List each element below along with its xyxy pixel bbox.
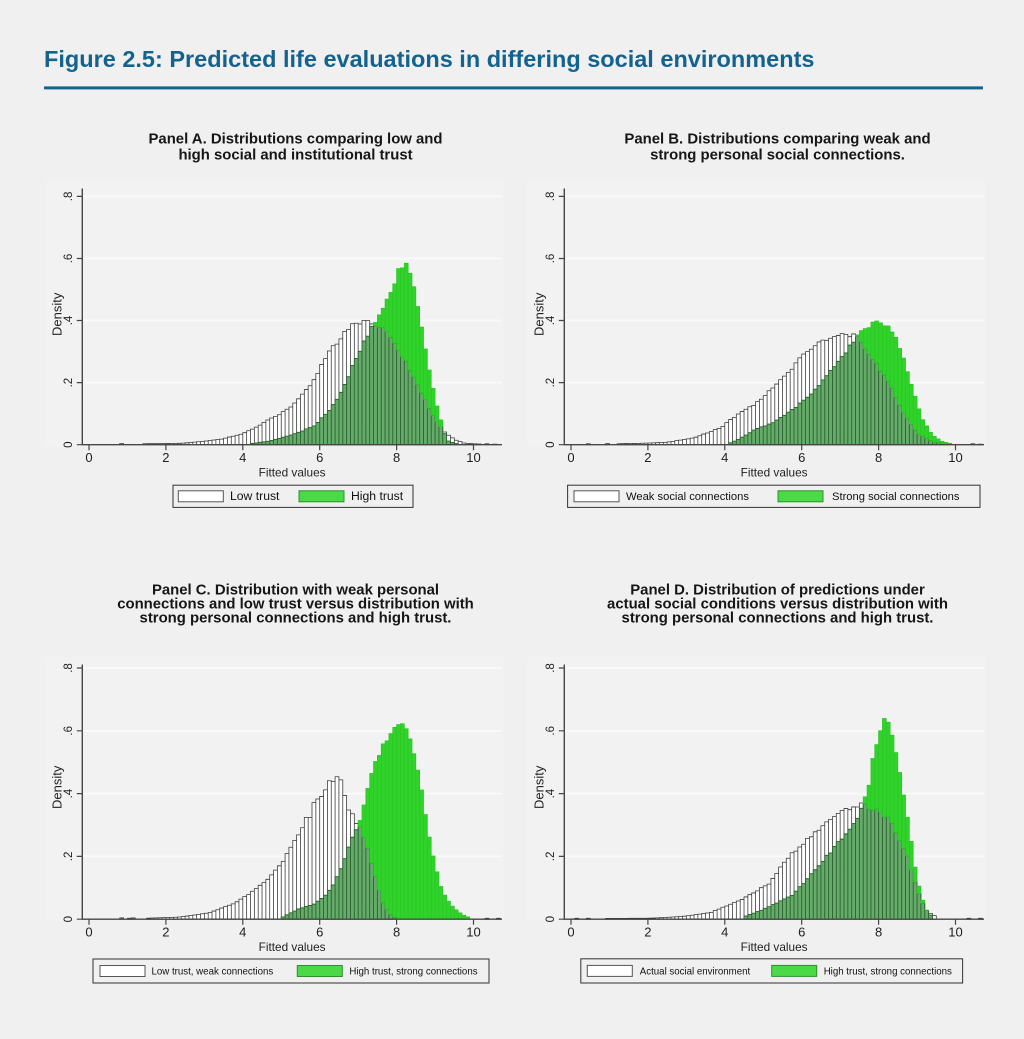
svg-text:high social and institutional: high social and institutional trust [178, 148, 412, 164]
svg-text:.6: .6 [545, 254, 557, 264]
svg-text:0: 0 [567, 925, 574, 940]
svg-text:8: 8 [875, 925, 882, 940]
svg-text:actual social conditions versu: actual social conditions versus distribu… [607, 597, 948, 613]
svg-text:Panel C. Distribution with wea: Panel C. Distribution with weak personal [152, 583, 439, 599]
svg-text:Panel B. Distributions compari: Panel B. Distributions comparing weak an… [624, 132, 930, 148]
svg-text:Panel D. Distribution of predi: Panel D. Distribution of predictions und… [630, 583, 925, 599]
svg-text:0: 0 [63, 441, 75, 447]
svg-text:6: 6 [798, 925, 805, 940]
svg-text:Density: Density [49, 765, 64, 809]
svg-text:0: 0 [567, 450, 574, 465]
svg-text:strong personal connections an: strong personal connections and high tru… [140, 611, 452, 627]
svg-text:Actual social environment: Actual social environment [640, 967, 751, 978]
svg-text:4: 4 [239, 925, 246, 940]
svg-text:2: 2 [644, 925, 651, 940]
svg-text:.2: .2 [63, 378, 75, 388]
svg-text:2: 2 [162, 450, 169, 465]
svg-text:0: 0 [85, 450, 92, 465]
svg-text:connections and low trust vers: connections and low trust versus distrib… [117, 597, 474, 613]
svg-text:Figure 2.5: Predicted life eva: Figure 2.5: Predicted life evaluations i… [44, 46, 814, 72]
svg-text:.8: .8 [63, 663, 75, 673]
svg-text:.2: .2 [545, 852, 557, 862]
svg-text:8: 8 [393, 450, 400, 465]
svg-text:.8: .8 [545, 663, 557, 673]
svg-text:0: 0 [63, 916, 75, 922]
svg-text:4: 4 [239, 450, 246, 465]
svg-text:Density: Density [49, 292, 64, 336]
svg-text:Low trust: Low trust [230, 489, 280, 503]
svg-text:High trust, strong connections: High trust, strong connections [349, 967, 477, 978]
svg-text:10: 10 [466, 450, 480, 465]
svg-text:.4: .4 [545, 315, 557, 325]
svg-text:.6: .6 [63, 254, 75, 264]
svg-text:Fitted values: Fitted values [259, 940, 326, 954]
svg-text:Panel A. Distributions compari: Panel A. Distributions comparing low and [149, 132, 443, 148]
svg-text:10: 10 [948, 925, 962, 940]
svg-text:6: 6 [316, 450, 323, 465]
svg-text:4: 4 [721, 925, 728, 940]
svg-text:.2: .2 [545, 378, 557, 388]
svg-text:0: 0 [545, 916, 557, 922]
svg-text:strong personal connections an: strong personal connections and high tru… [622, 611, 934, 627]
svg-text:6: 6 [316, 925, 323, 940]
svg-text:10: 10 [948, 450, 962, 465]
svg-text:strong personal social connect: strong personal social connections. [650, 148, 905, 164]
svg-text:.4: .4 [545, 788, 557, 798]
svg-text:.8: .8 [545, 192, 557, 202]
svg-text:10: 10 [466, 925, 480, 940]
svg-text:Low trust, weak connections: Low trust, weak connections [152, 967, 274, 978]
svg-text:Weak social connections: Weak social connections [626, 491, 749, 503]
svg-text:0: 0 [85, 925, 92, 940]
svg-text:.2: .2 [63, 852, 75, 862]
svg-text:Density: Density [531, 765, 546, 809]
svg-text:8: 8 [875, 450, 882, 465]
svg-text:8: 8 [393, 925, 400, 940]
svg-text:Fitted values: Fitted values [741, 940, 808, 954]
svg-text:Strong social connections: Strong social connections [832, 491, 960, 503]
svg-text:Density: Density [531, 292, 546, 336]
svg-text:2: 2 [162, 925, 169, 940]
svg-text:.4: .4 [63, 788, 75, 798]
svg-text:4: 4 [721, 450, 728, 465]
svg-text:.8: .8 [63, 192, 75, 202]
svg-text:Fitted values: Fitted values [741, 466, 808, 480]
svg-text:2: 2 [644, 450, 651, 465]
svg-text:High trust: High trust [351, 489, 404, 503]
svg-text:6: 6 [798, 450, 805, 465]
svg-text:.4: .4 [63, 315, 75, 325]
svg-text:0: 0 [545, 441, 557, 447]
svg-text:.6: .6 [63, 726, 75, 736]
svg-text:High trust, strong connections: High trust, strong connections [824, 967, 952, 978]
svg-text:.6: .6 [545, 726, 557, 736]
svg-text:Fitted values: Fitted values [259, 466, 326, 480]
